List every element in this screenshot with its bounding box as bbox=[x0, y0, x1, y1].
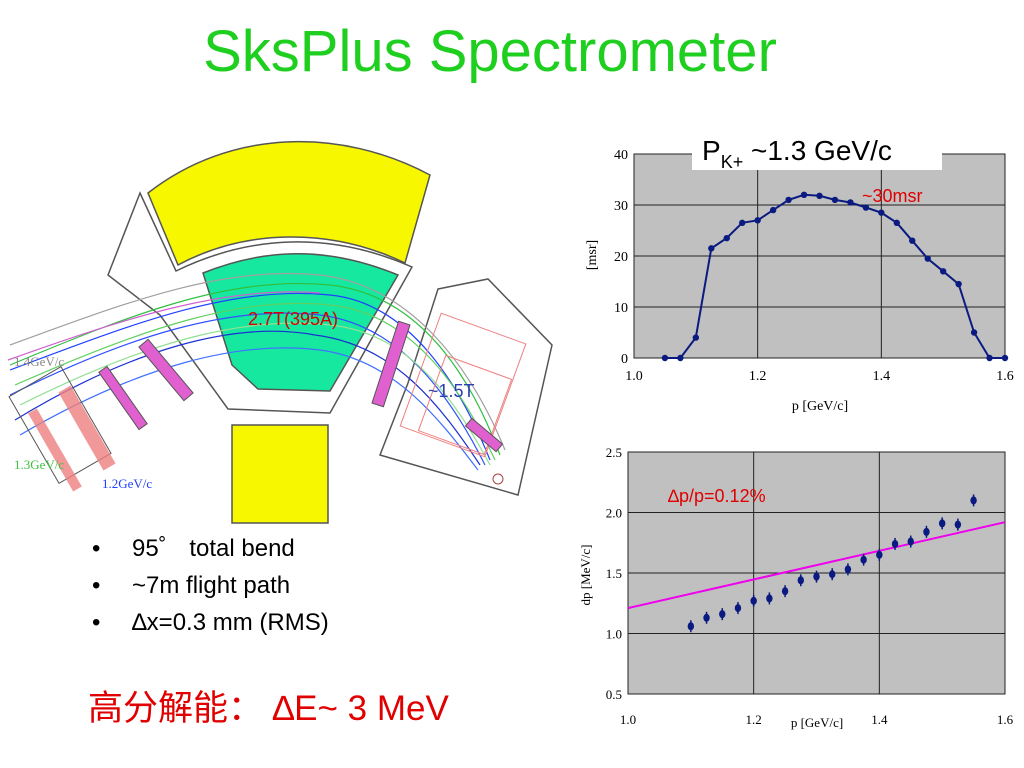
x-tick-label: 1.0 bbox=[620, 712, 636, 727]
momentum-label-12: 1.2GeV/c bbox=[102, 476, 152, 491]
data-point bbox=[781, 585, 789, 598]
data-point bbox=[938, 517, 946, 530]
y-tick-label: 30 bbox=[614, 199, 628, 214]
y-axis-label: [msr] bbox=[585, 240, 600, 270]
data-point bbox=[893, 219, 900, 227]
data-point bbox=[750, 594, 757, 607]
acceptance-annotation: ~30msr bbox=[862, 186, 923, 206]
chart-title-box bbox=[692, 132, 942, 170]
acceptance-chart: 0 10 20 30 40 1.0 1.2 1.4 1.6 [msr] p [GeV/c] ~… bbox=[585, 132, 1014, 414]
resolution-chart: 0.51.01.52.02.5 1.0 1.2 1.4 1.6 dp [MeV/c] … bbox=[578, 445, 1014, 730]
list-item: • ∆x=0.3 mm (RMS) bbox=[92, 609, 329, 636]
field-main-label: 2.7T(395A) bbox=[248, 309, 338, 329]
data-point bbox=[970, 494, 977, 507]
momentum-label-13: 1.3GeV/c bbox=[14, 457, 64, 472]
data-point bbox=[986, 354, 993, 362]
x-tick-label: 1.6 bbox=[997, 712, 1014, 727]
data-point bbox=[878, 209, 885, 216]
momentum-label-14: 1.4GeV/c bbox=[14, 354, 64, 369]
data-point bbox=[797, 574, 804, 587]
data-point bbox=[891, 537, 899, 550]
y-tick-label: 10 bbox=[614, 301, 628, 316]
data-point bbox=[831, 196, 839, 204]
data-point bbox=[970, 329, 978, 336]
yoke-lower bbox=[231, 424, 329, 524]
data-point bbox=[923, 525, 930, 538]
data-point bbox=[1001, 354, 1009, 362]
y-tick-label: 2.5 bbox=[606, 445, 622, 460]
second-magnet bbox=[379, 278, 553, 496]
data-point bbox=[862, 204, 870, 211]
spectrometer-diagram: 2.7T(395A) ~1.5T 1.4GeV/c 1.3GeV/c 1.2Ge… bbox=[7, 140, 553, 524]
data-point bbox=[723, 234, 730, 242]
data-point bbox=[766, 592, 773, 605]
field-second-label: ~1.5T bbox=[428, 381, 475, 401]
data-point bbox=[955, 280, 962, 288]
y-axis-label: dp [MeV/c] bbox=[578, 544, 593, 605]
resolution-annotation: ∆p/p=0.12% bbox=[668, 486, 766, 506]
x-tick-label: 1.2 bbox=[746, 712, 762, 727]
y-tick-label: 20 bbox=[614, 250, 628, 265]
list-item: • ~7m flight path bbox=[92, 572, 291, 599]
detector-stations bbox=[8, 312, 527, 492]
data-point bbox=[813, 570, 820, 583]
x-axis-label: p [GeV/c] bbox=[791, 715, 843, 730]
data-point bbox=[734, 602, 742, 615]
fit-line bbox=[627, 521, 1006, 610]
data-point bbox=[844, 563, 852, 576]
data-point bbox=[816, 192, 823, 200]
data-point bbox=[739, 219, 746, 227]
slide-title: SksPlus Spectrometer bbox=[203, 19, 777, 84]
data-point bbox=[939, 268, 947, 275]
data-point bbox=[687, 620, 695, 633]
data-point bbox=[703, 611, 710, 624]
y-tick-label: 1.5 bbox=[606, 566, 622, 581]
data-point bbox=[708, 245, 715, 252]
data-point bbox=[800, 191, 808, 198]
list-item: • 95゜ total bend bbox=[92, 535, 295, 562]
data-point bbox=[876, 548, 883, 561]
feature-list: • 95゜ total bend • ~7m flight path • ∆x=0.3… bbox=[92, 534, 329, 645]
y-tick-label: 40 bbox=[614, 148, 628, 163]
data-point bbox=[829, 568, 836, 581]
data-point bbox=[719, 608, 726, 621]
x-tick-label: 1.2 bbox=[749, 369, 767, 384]
y-tick-label: 2.0 bbox=[606, 506, 622, 521]
resolution-statement: 高分解能： ∆E~ 3 MeV bbox=[88, 689, 449, 728]
data-point bbox=[907, 535, 914, 548]
chart-title: PK+ ~1.3 GeV/c bbox=[702, 135, 892, 172]
data-point bbox=[754, 217, 761, 224]
data-point bbox=[860, 553, 867, 566]
data-point bbox=[847, 199, 854, 206]
x-tick-label: 1.6 bbox=[996, 369, 1014, 384]
x-tick-label: 1.4 bbox=[873, 369, 891, 384]
yoke-upper bbox=[147, 140, 431, 267]
x-tick-label: 1.4 bbox=[871, 712, 888, 727]
data-point bbox=[677, 354, 684, 362]
data-point bbox=[661, 354, 669, 362]
x-tick-label: 1.0 bbox=[625, 369, 643, 384]
x-axis-label: p [GeV/c] bbox=[792, 399, 848, 414]
data-point bbox=[909, 237, 916, 244]
data-point bbox=[785, 196, 792, 204]
data-point bbox=[692, 334, 700, 341]
data-point bbox=[954, 518, 962, 531]
y-tick-label: 0 bbox=[621, 352, 628, 367]
y-tick-label: 1.0 bbox=[606, 627, 622, 642]
data-point bbox=[769, 206, 777, 214]
data-point bbox=[924, 255, 931, 262]
y-tick-label: 0.5 bbox=[606, 687, 622, 702]
